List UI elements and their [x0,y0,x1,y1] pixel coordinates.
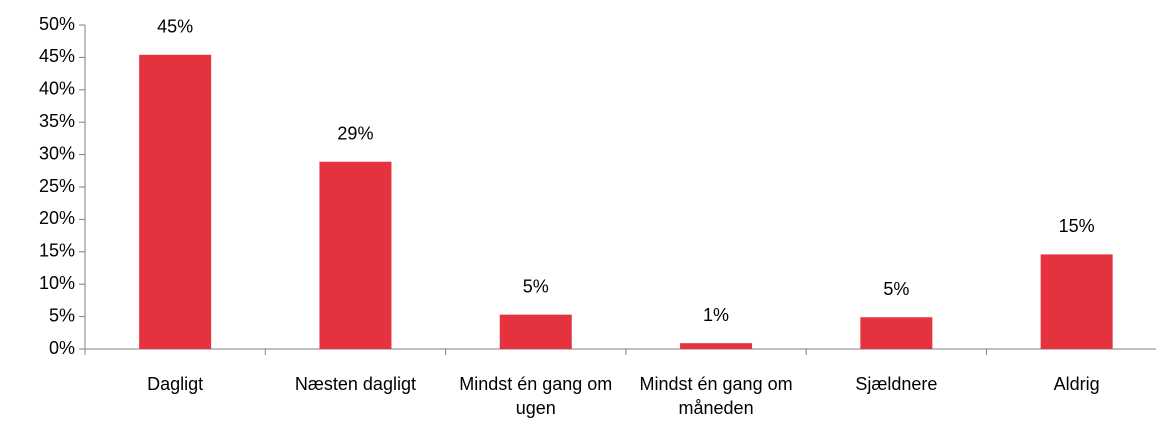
data-label: 45% [157,17,193,37]
x-tick-label: Mindst én gang om ugen [459,374,613,418]
bar [319,161,392,349]
data-label: 5% [523,276,549,296]
y-tick-label: 50% [39,14,75,34]
x-tick-label: Dagligt [147,374,204,394]
data-label: 29% [337,123,373,143]
y-tick-label: 45% [39,46,75,66]
y-tick-label: 30% [39,143,75,163]
x-tick-label: Næsten dagligt [294,374,416,394]
bar [1040,254,1113,349]
y-tick-label: 35% [39,111,75,131]
y-tick-label: 40% [39,79,75,99]
data-label: 15% [1059,216,1095,236]
x-tick-label: Mindst én gang om måneden [639,374,793,418]
bar [139,54,212,350]
bar [860,317,933,349]
bar [499,314,572,349]
x-tick-label: Aldrig [1053,374,1100,394]
y-tick-label: 15% [39,241,75,261]
x-tick-label: Sjældnere [855,374,938,394]
y-tick-label: 0% [49,338,75,358]
data-label: 5% [883,279,909,299]
y-tick-label: 5% [49,305,75,325]
data-label: 1% [703,305,729,325]
y-tick-label: 25% [39,176,75,196]
y-tick-label: 10% [39,273,75,293]
y-tick-label: 20% [39,208,75,228]
bar [680,343,753,349]
